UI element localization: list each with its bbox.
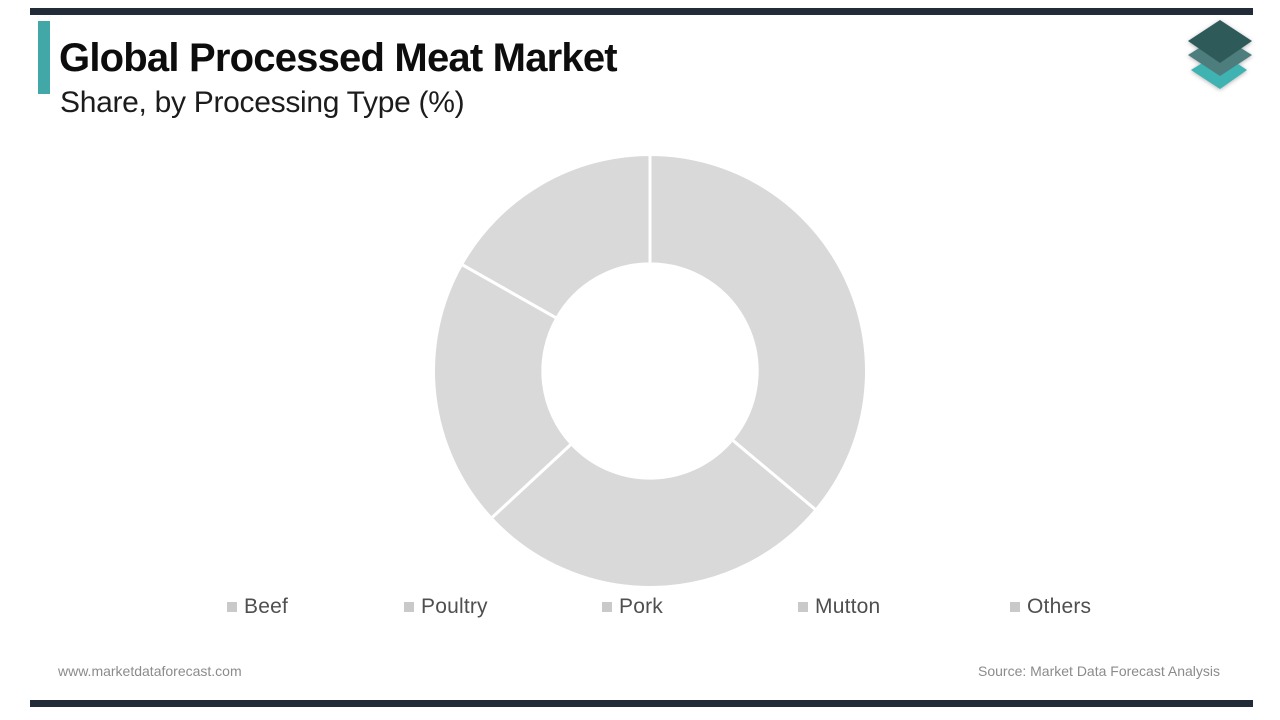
legend-label: Pork — [619, 595, 663, 618]
legend-item-mutton[interactable]: Mutton — [798, 595, 880, 619]
donut-chart-svg[interactable] — [432, 153, 868, 589]
layers-logo-icon — [1188, 20, 1252, 89]
footer-website: www.marketdataforecast.com — [58, 663, 242, 679]
legend-marker-icon — [798, 602, 808, 612]
footer-source: Source: Market Data Forecast Analysis — [978, 663, 1220, 679]
legend-label: Mutton — [815, 595, 881, 618]
page-title: Global Processed Meat Market — [59, 36, 618, 80]
legend-marker-icon — [1010, 602, 1020, 612]
title-accent-bar — [38, 21, 50, 94]
market-data-forecast-logo — [1184, 16, 1256, 94]
logo-layer-top — [1188, 20, 1252, 63]
legend-item-poultry[interactable]: Poultry — [404, 595, 488, 619]
legend-item-others[interactable]: Others — [1010, 595, 1091, 619]
chart-legend: Beef Poultry Pork Mutton Others — [0, 595, 1280, 619]
legend-marker-icon — [227, 602, 237, 612]
legend-marker-icon — [602, 602, 612, 612]
donut-chart[interactable] — [432, 153, 868, 589]
page-subtitle: Share, by Processing Type (%) — [60, 86, 465, 119]
donut-slice[interactable] — [460, 153, 652, 320]
donut-slice[interactable] — [489, 438, 818, 589]
donut-slice[interactable] — [648, 153, 868, 512]
legend-label: Others — [1027, 595, 1092, 618]
legend-item-beef[interactable]: Beef — [227, 595, 288, 619]
legend-label: Poultry — [421, 595, 488, 618]
donut-slice[interactable] — [432, 262, 573, 520]
legend-item-pork[interactable]: Pork — [602, 595, 663, 619]
top-frame-rule — [30, 8, 1253, 15]
legend-label: Beef — [244, 595, 288, 618]
bottom-frame-rule — [30, 700, 1253, 707]
legend-marker-icon — [404, 602, 414, 612]
